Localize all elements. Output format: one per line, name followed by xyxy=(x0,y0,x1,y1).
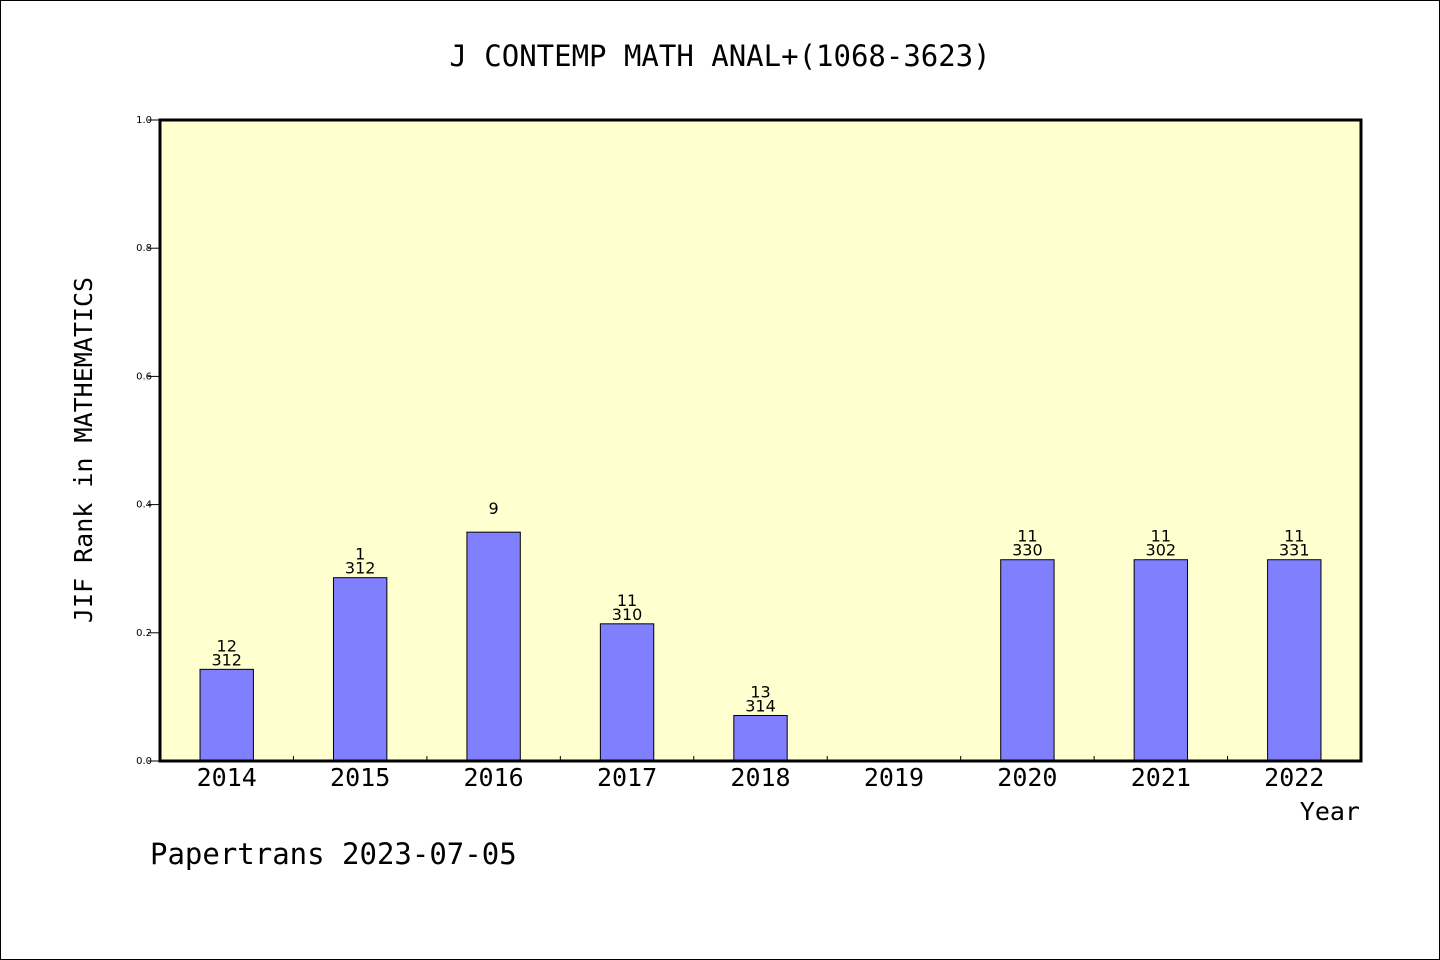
footer-text: Papertrans 2023-07-05 xyxy=(150,837,517,871)
y-tick-label: 1.0 xyxy=(136,115,152,126)
y-tick-label: 0.0 xyxy=(136,756,152,767)
bar-label-rank: 11 xyxy=(1151,527,1171,546)
plot-border xyxy=(158,118,1363,763)
x-tick-label: 2015 xyxy=(330,763,390,792)
bar-2014 xyxy=(199,668,254,762)
x-tick-label: 2016 xyxy=(464,763,524,792)
x-axis-label: Year xyxy=(1300,797,1360,826)
bar-2015 xyxy=(332,577,388,762)
bar-label-total: 314 xyxy=(745,696,776,715)
bar-label-rank: 9 xyxy=(489,499,499,518)
x-tick-label: 2019 xyxy=(864,763,924,792)
bar-label-rank: 11 xyxy=(1017,527,1037,546)
bar-label-total: 331 xyxy=(1279,541,1310,560)
x-tick-label: 2017 xyxy=(597,763,657,792)
bar-label-rank: 12 xyxy=(217,636,237,655)
y-tick-label: 0.6 xyxy=(136,371,152,382)
bar-2020 xyxy=(1000,559,1055,762)
y-tick-label: 0.8 xyxy=(136,243,152,254)
y-axis-label: JIF Rank in MATHEMATICS xyxy=(69,277,98,623)
bar-2022 xyxy=(1267,559,1322,762)
bar-label-total: 312 xyxy=(345,559,376,578)
y-tick-label: 0.2 xyxy=(136,628,152,639)
bar-2021 xyxy=(1133,559,1189,762)
x-tick-label: 2022 xyxy=(1264,763,1324,792)
bar-label-rank: 1 xyxy=(355,545,365,564)
bar-label-total: 312 xyxy=(211,650,242,669)
x-tick-label: 2014 xyxy=(197,763,257,792)
bar-2017 xyxy=(599,623,655,762)
x-tick-label: 2018 xyxy=(730,763,790,792)
y-tick-label: 0.4 xyxy=(136,500,152,511)
bar-label-rank: 11 xyxy=(1284,527,1304,546)
x-tick-label: 2021 xyxy=(1131,763,1191,792)
bar-label-total: 302 xyxy=(1146,541,1177,560)
chart-title: J CONTEMP MATH ANAL+(1068-3623) xyxy=(449,39,990,73)
bar-2018 xyxy=(733,714,788,762)
bar-label-rank: 13 xyxy=(750,682,770,701)
bar-label-total: 310 xyxy=(612,605,643,624)
x-tick-label: 2020 xyxy=(997,763,1057,792)
bar-label-rank: 11 xyxy=(617,591,637,610)
bar-label-total: 330 xyxy=(1012,541,1043,560)
bar-2016 xyxy=(466,531,521,762)
